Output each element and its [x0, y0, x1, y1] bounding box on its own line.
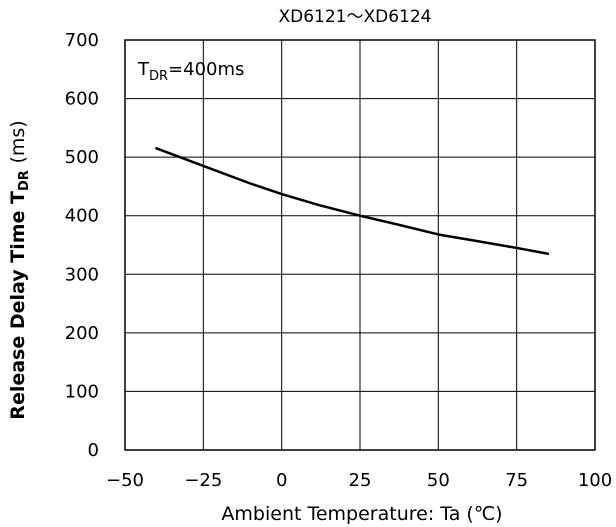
y-tick-label: 400: [65, 206, 99, 227]
x-tick-label: 100: [578, 470, 612, 491]
grid: [125, 40, 595, 450]
annotation-sub: DR: [149, 69, 168, 84]
y-tick-label: 0: [88, 440, 99, 461]
y-tick-label: 600: [65, 89, 99, 110]
x-tick-label: −25: [184, 470, 222, 491]
chart-title: XD6121～XD6124: [279, 7, 432, 27]
x-axis-label: Ambient Temperature: Ta (℃): [221, 503, 502, 525]
series-group: [155, 147, 550, 256]
y-axis-ticks: 0 100 200 300 400 500 600 700: [65, 30, 99, 461]
y-tick-label: 200: [65, 323, 99, 344]
y-tick-label: 300: [65, 264, 99, 285]
annotation: TDR=400ms: [137, 59, 244, 84]
y-tick-label: 500: [65, 147, 99, 168]
svg-text:Release Delay Time: Release Delay Time TDR (ms): [7, 120, 32, 419]
x-tick-label: −50: [106, 470, 144, 491]
y-axis-label-symbol-sub: DR: [17, 170, 32, 191]
plot-frame: [124, 39, 596, 451]
x-tick-label: 25: [349, 470, 372, 491]
x-tick-label: 75: [505, 470, 528, 491]
y-axis-label-text: Release Delay Time: [7, 211, 29, 420]
annotation-text: =400ms: [168, 59, 244, 80]
x-tick-label: 0: [276, 470, 287, 491]
annotation-symbol: T: [137, 59, 150, 80]
y-tick-label: 700: [65, 30, 99, 51]
y-axis-label-unit: (ms): [7, 120, 29, 163]
x-axis-ticks: −50 −25 0 25 50 75 100: [106, 470, 612, 491]
y-tick-label: 100: [65, 381, 99, 402]
x-tick-label: 50: [427, 470, 450, 491]
series-line: [155, 147, 550, 256]
y-axis-label: Release Delay Time TDR (ms): [7, 120, 32, 419]
y-axis-label-symbol: T: [7, 191, 29, 204]
